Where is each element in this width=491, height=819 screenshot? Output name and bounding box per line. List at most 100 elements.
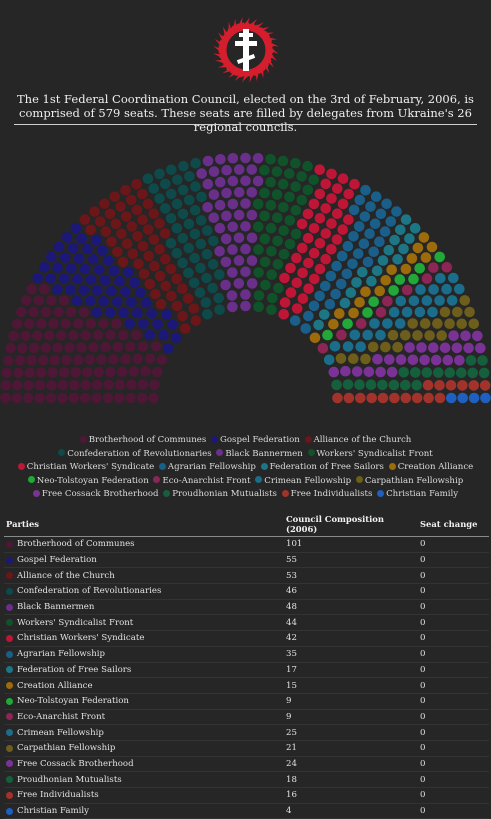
seat-free-cossack-brotherhood <box>416 342 427 353</box>
party-seat-change: 0 <box>418 583 489 600</box>
seat-free-cossack-brotherhood <box>351 366 363 377</box>
seat-proudhonian-mutualists <box>354 379 365 390</box>
seat-agrarian-fellowship <box>331 260 342 272</box>
seat-christian-workers-syndicate <box>308 247 320 259</box>
seat-gospel-federation <box>162 343 174 354</box>
seat-workers-syndicalist-front <box>259 256 271 268</box>
seat-brotherhood-of-communes <box>111 318 122 329</box>
seat-alliance-of-the-church <box>137 188 148 200</box>
party-seat-count: 55 <box>284 552 418 569</box>
seat-gospel-federation <box>78 284 90 296</box>
party-color-swatch <box>6 556 13 564</box>
legend-item: Workers' Syndicalist Front <box>307 449 433 459</box>
seat-alliance-of-the-church <box>115 201 126 212</box>
seat-gospel-federation <box>98 296 109 307</box>
seat-brotherhood-of-communes <box>144 353 156 364</box>
seat-creation-alliance <box>418 232 430 243</box>
seat-gospel-federation <box>92 285 103 296</box>
seat-christian-workers-syndicate <box>297 293 309 304</box>
legend-label: Gospel Federation <box>220 435 300 445</box>
seat-workers-syndicalist-front <box>265 154 276 165</box>
party-name: Free Individualists <box>17 790 99 801</box>
seat-brotherhood-of-communes <box>125 392 136 404</box>
seat-alliance-of-the-church <box>188 303 200 314</box>
party-color-swatch <box>6 619 13 627</box>
party-color-swatch <box>6 540 13 548</box>
seat-brotherhood-of-communes <box>24 367 35 379</box>
seat-crimean-fellowship <box>382 318 393 329</box>
party-name: Proudhonian Mutualists <box>17 774 122 785</box>
seat-carpathian-fellowship <box>468 318 480 330</box>
party-name: Christian Family <box>17 806 89 817</box>
seat-brotherhood-of-communes <box>1 367 13 379</box>
seat-brotherhood-of-communes <box>92 329 104 341</box>
seat-alliance-of-the-church <box>154 270 166 282</box>
seat-free-cossack-brotherhood <box>419 354 430 366</box>
seat-free-cossack-brotherhood <box>395 354 407 365</box>
legend-label: Brotherhood of Communes <box>88 435 207 445</box>
seat-gospel-federation <box>134 287 146 298</box>
seat-crimean-fellowship <box>435 273 446 284</box>
seat-confederation-of-revolutionaries <box>189 228 201 240</box>
seat-confederation-of-revolutionaries <box>183 242 194 254</box>
seat-christian-workers-syndicate <box>303 283 314 294</box>
seat-gospel-federation <box>71 295 83 307</box>
seat-christian-workers-syndicate <box>285 262 296 274</box>
legend-swatch <box>388 462 396 470</box>
seat-federation-of-free-sailors <box>392 254 403 265</box>
seat-workers-syndicalist-front <box>259 187 270 199</box>
seat-free-individualists <box>366 392 378 404</box>
seat-brotherhood-of-communes <box>33 295 45 306</box>
seat-alliance-of-the-church <box>166 290 177 302</box>
seat-federation-of-free-sailors <box>409 223 421 234</box>
seat-workers-syndicalist-front <box>271 189 283 200</box>
seat-agrarian-fellowship <box>336 250 348 262</box>
seat-carpathian-fellowship <box>367 341 379 353</box>
seat-brotherhood-of-communes <box>118 329 129 341</box>
seat-federation-of-free-sailors <box>366 275 377 287</box>
seat-black-bannermen <box>240 300 251 312</box>
seat-confederation-of-revolutionaries <box>208 235 219 247</box>
seat-creation-alliance <box>386 264 398 276</box>
seat-black-bannermen <box>221 210 232 222</box>
seat-black-bannermen <box>214 246 225 257</box>
seat-crimean-fellowship <box>446 295 458 306</box>
thorn-icon <box>218 32 224 41</box>
seat-free-cossack-brotherhood <box>363 366 375 378</box>
seat-christian-workers-syndicate <box>296 218 308 230</box>
seat-agrarian-fellowship <box>347 258 358 270</box>
legend-label: Federation of Free Sailors <box>269 462 384 472</box>
intro-text: The 1st Federal Coordination Council, el… <box>17 92 474 134</box>
seat-neo-tolstoyan-federation <box>368 296 380 307</box>
seat-workers-syndicalist-front <box>253 267 264 278</box>
seat-gospel-federation <box>106 285 117 297</box>
seat-crimean-fellowship <box>408 295 420 307</box>
seat-christian-workers-syndicate <box>308 198 320 210</box>
seat-neo-tolstoyan-federation <box>394 274 406 285</box>
seat-creation-alliance <box>380 275 392 286</box>
seat-federation-of-free-sailors <box>339 297 351 309</box>
seat-alliance-of-the-church <box>137 240 149 252</box>
legend-item: Christian Workers' Syndicate <box>17 462 154 472</box>
seat-alliance-of-the-church <box>143 224 154 235</box>
seat-agrarian-fellowship <box>289 315 301 326</box>
legend-item: Free Cossack Brotherhood <box>32 489 159 499</box>
seat-black-bannermen <box>227 267 238 278</box>
party-seat-change: 0 <box>418 630 489 647</box>
legend-item: Carpathian Fellowship <box>355 476 463 486</box>
seat-free-individualists <box>422 379 434 391</box>
party-seat-change: 0 <box>418 646 489 663</box>
seat-brotherhood-of-communes <box>32 330 43 341</box>
party-seat-count: 18 <box>284 771 418 788</box>
table-row: Agrarian Fellowship 35 0 <box>4 646 489 663</box>
seat-christian-workers-syndicate <box>326 244 337 255</box>
seat-brotherhood-of-communes <box>57 392 68 404</box>
thorn-icon <box>260 69 264 79</box>
party-color-swatch <box>6 807 13 815</box>
seat-confederation-of-revolutionaries <box>196 191 207 203</box>
seat-workers-syndicalist-front <box>284 238 296 250</box>
seat-gospel-federation <box>59 252 71 263</box>
seat-black-bannermen <box>246 187 258 198</box>
legend-swatch <box>163 489 171 497</box>
party-seat-count: 9 <box>284 693 418 710</box>
